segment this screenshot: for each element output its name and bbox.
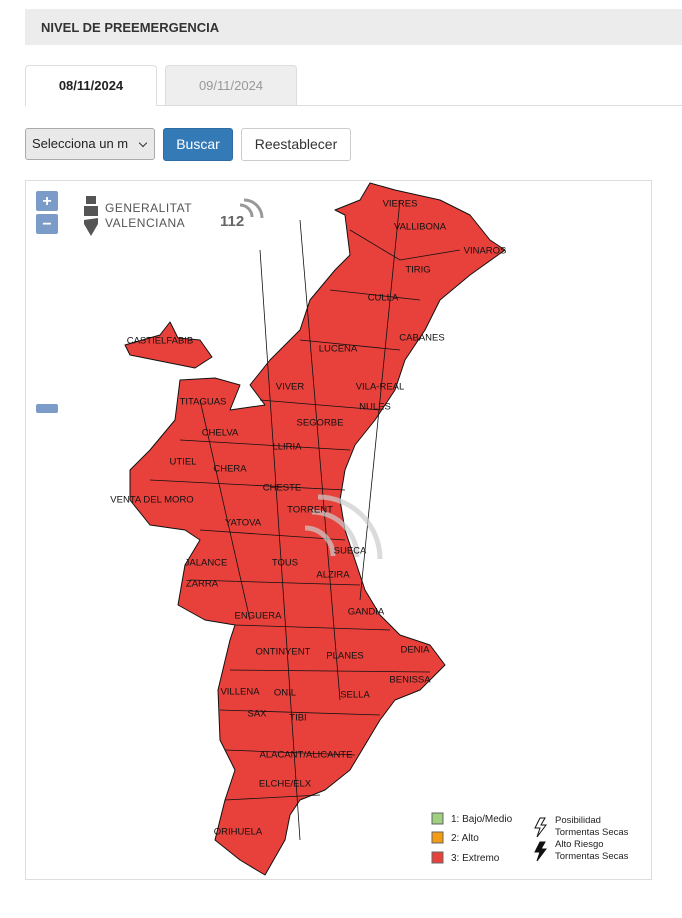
town-label: JALANCE: [185, 558, 228, 569]
logo-waves: [239, 198, 264, 219]
town-label: GANDIA: [348, 607, 385, 618]
town-label: DENIA: [400, 645, 430, 656]
legend-swatch: [431, 812, 444, 825]
town-label: YATOVA: [225, 518, 262, 529]
town-label: TORRENT: [287, 505, 333, 516]
town-label: VILA-REAL: [356, 382, 405, 393]
town-label: TOUS: [272, 558, 298, 569]
legend-text: Alto Riesgo: [555, 839, 604, 850]
logo-text: VALENCIANA: [105, 216, 185, 230]
town-label: ZARRA: [186, 579, 219, 590]
emergency-logo: 112: [220, 213, 244, 230]
map-canvas: + − GENERALITAT VALENCIANA 112 VIERES VAL…: [36, 182, 629, 876]
town-label: CHERA: [213, 464, 247, 475]
logo-icon: [84, 196, 98, 236]
legend-swatch: [431, 831, 444, 844]
legend-text: Tormentas Secas: [555, 851, 629, 862]
town-label: TIRIG: [405, 265, 430, 276]
labels: VIERES VALLIBONA VINAROS TIRIG CULLA CASTIELF…: [110, 199, 506, 838]
town-label: ONTINYENT: [256, 647, 311, 658]
town-label: VENTA DEL MORO: [110, 495, 193, 506]
storm-icon: [534, 817, 547, 838]
town-label: VILLENA: [220, 687, 260, 698]
search-button[interactable]: Buscar: [163, 128, 233, 161]
storm-icon: [534, 841, 547, 862]
select-text: Selecciona un m: [32, 136, 129, 151]
zoom-slider[interactable]: [36, 404, 58, 413]
town-label: TIBI: [289, 713, 306, 724]
reset-button[interactable]: Reestablecer: [241, 128, 351, 161]
town-label: NULES: [359, 402, 391, 413]
watermark: [304, 494, 383, 560]
tab[interactable]: 08/11/2024: [25, 65, 157, 106]
legend-text: 2: Alto: [451, 833, 479, 844]
borders: [149, 199, 461, 841]
town-label: CASTIELFABIB: [127, 336, 194, 347]
town-label: SEGORBE: [297, 418, 344, 429]
town-label: CHELVA: [202, 428, 239, 439]
zoom-out[interactable]: [36, 214, 58, 234]
town-label: ONIL: [274, 688, 296, 699]
legend-text: Posibilidad: [555, 815, 601, 826]
town-label: UTIEL: [170, 457, 197, 468]
town-label: ELCHE/ELX: [259, 779, 312, 790]
tab-line: [25, 105, 682, 106]
town-label: CHESTE: [263, 483, 302, 494]
header: NIVEL DE PREEMERGENCIA: [25, 9, 682, 45]
town-label: PLANES: [326, 651, 364, 662]
town-label: ENGUERA: [235, 611, 283, 622]
legend-text: Tormentas Secas: [555, 827, 629, 838]
town-label: SUECA: [334, 546, 367, 557]
town-label: SELLA: [340, 690, 370, 701]
tab[interactable]: 09/11/2024: [165, 65, 297, 105]
header-title: NIVEL DE PREEMERGENCIA: [41, 20, 220, 35]
town-label: VALLIBONA: [394, 222, 447, 233]
town-label: ALZIRA: [316, 570, 350, 581]
zoom-out-text: −: [42, 216, 51, 233]
zoom-in-text: +: [42, 193, 51, 210]
map: + − GENERALITAT VALENCIANA 112 VIERES VAL…: [25, 180, 652, 880]
legend-swatch: [431, 851, 444, 864]
legend-text: 3: Extremo: [451, 853, 500, 864]
town-label: ALACANT/ALICANTE: [260, 750, 353, 761]
zoom-in[interactable]: [36, 191, 58, 211]
town-label: LUCENA: [319, 344, 358, 355]
legend-text: 1: Bajo/Medio: [451, 814, 513, 825]
town-label: VINAROS: [464, 246, 507, 257]
town-label: BENISSA: [389, 675, 431, 686]
town-label: VIERES: [383, 199, 418, 210]
town-label: LLIRIA: [272, 442, 302, 453]
town-label: CABANES: [399, 333, 444, 344]
town-label: TITAGUAS: [180, 397, 227, 408]
select[interactable]: Selecciona un m: [25, 128, 155, 160]
logo-text: GENERALITAT: [105, 201, 192, 215]
town-label: VIVER: [276, 382, 305, 393]
town-label: ORIHUELA: [214, 827, 263, 838]
town-label: SAX: [247, 709, 267, 720]
town-label: CULLA: [368, 293, 399, 304]
